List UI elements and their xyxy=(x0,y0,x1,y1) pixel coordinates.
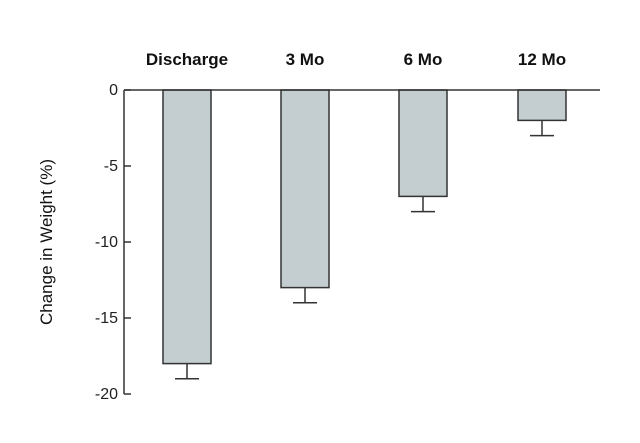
category-label: 12 Mo xyxy=(518,50,566,69)
plot-area: 0 -5 -10 -15 -20 Change in Weight (%) Discharg… xyxy=(37,50,600,403)
bar xyxy=(517,89,567,122)
y-tick-label: -5 xyxy=(104,158,118,175)
y-tick-label: 0 xyxy=(109,82,118,99)
y-tick-label: -15 xyxy=(95,310,118,327)
bar xyxy=(162,89,212,365)
bar xyxy=(398,89,448,198)
y-tick-label: -10 xyxy=(95,234,118,251)
category-label: 6 Mo xyxy=(404,50,443,69)
category-label: Discharge xyxy=(146,50,228,69)
y-axis-title: Change in Weight (%) xyxy=(37,159,56,325)
y-tick-label: -20 xyxy=(95,386,118,403)
category-label: 3 Mo xyxy=(286,50,325,69)
bar xyxy=(280,89,330,289)
